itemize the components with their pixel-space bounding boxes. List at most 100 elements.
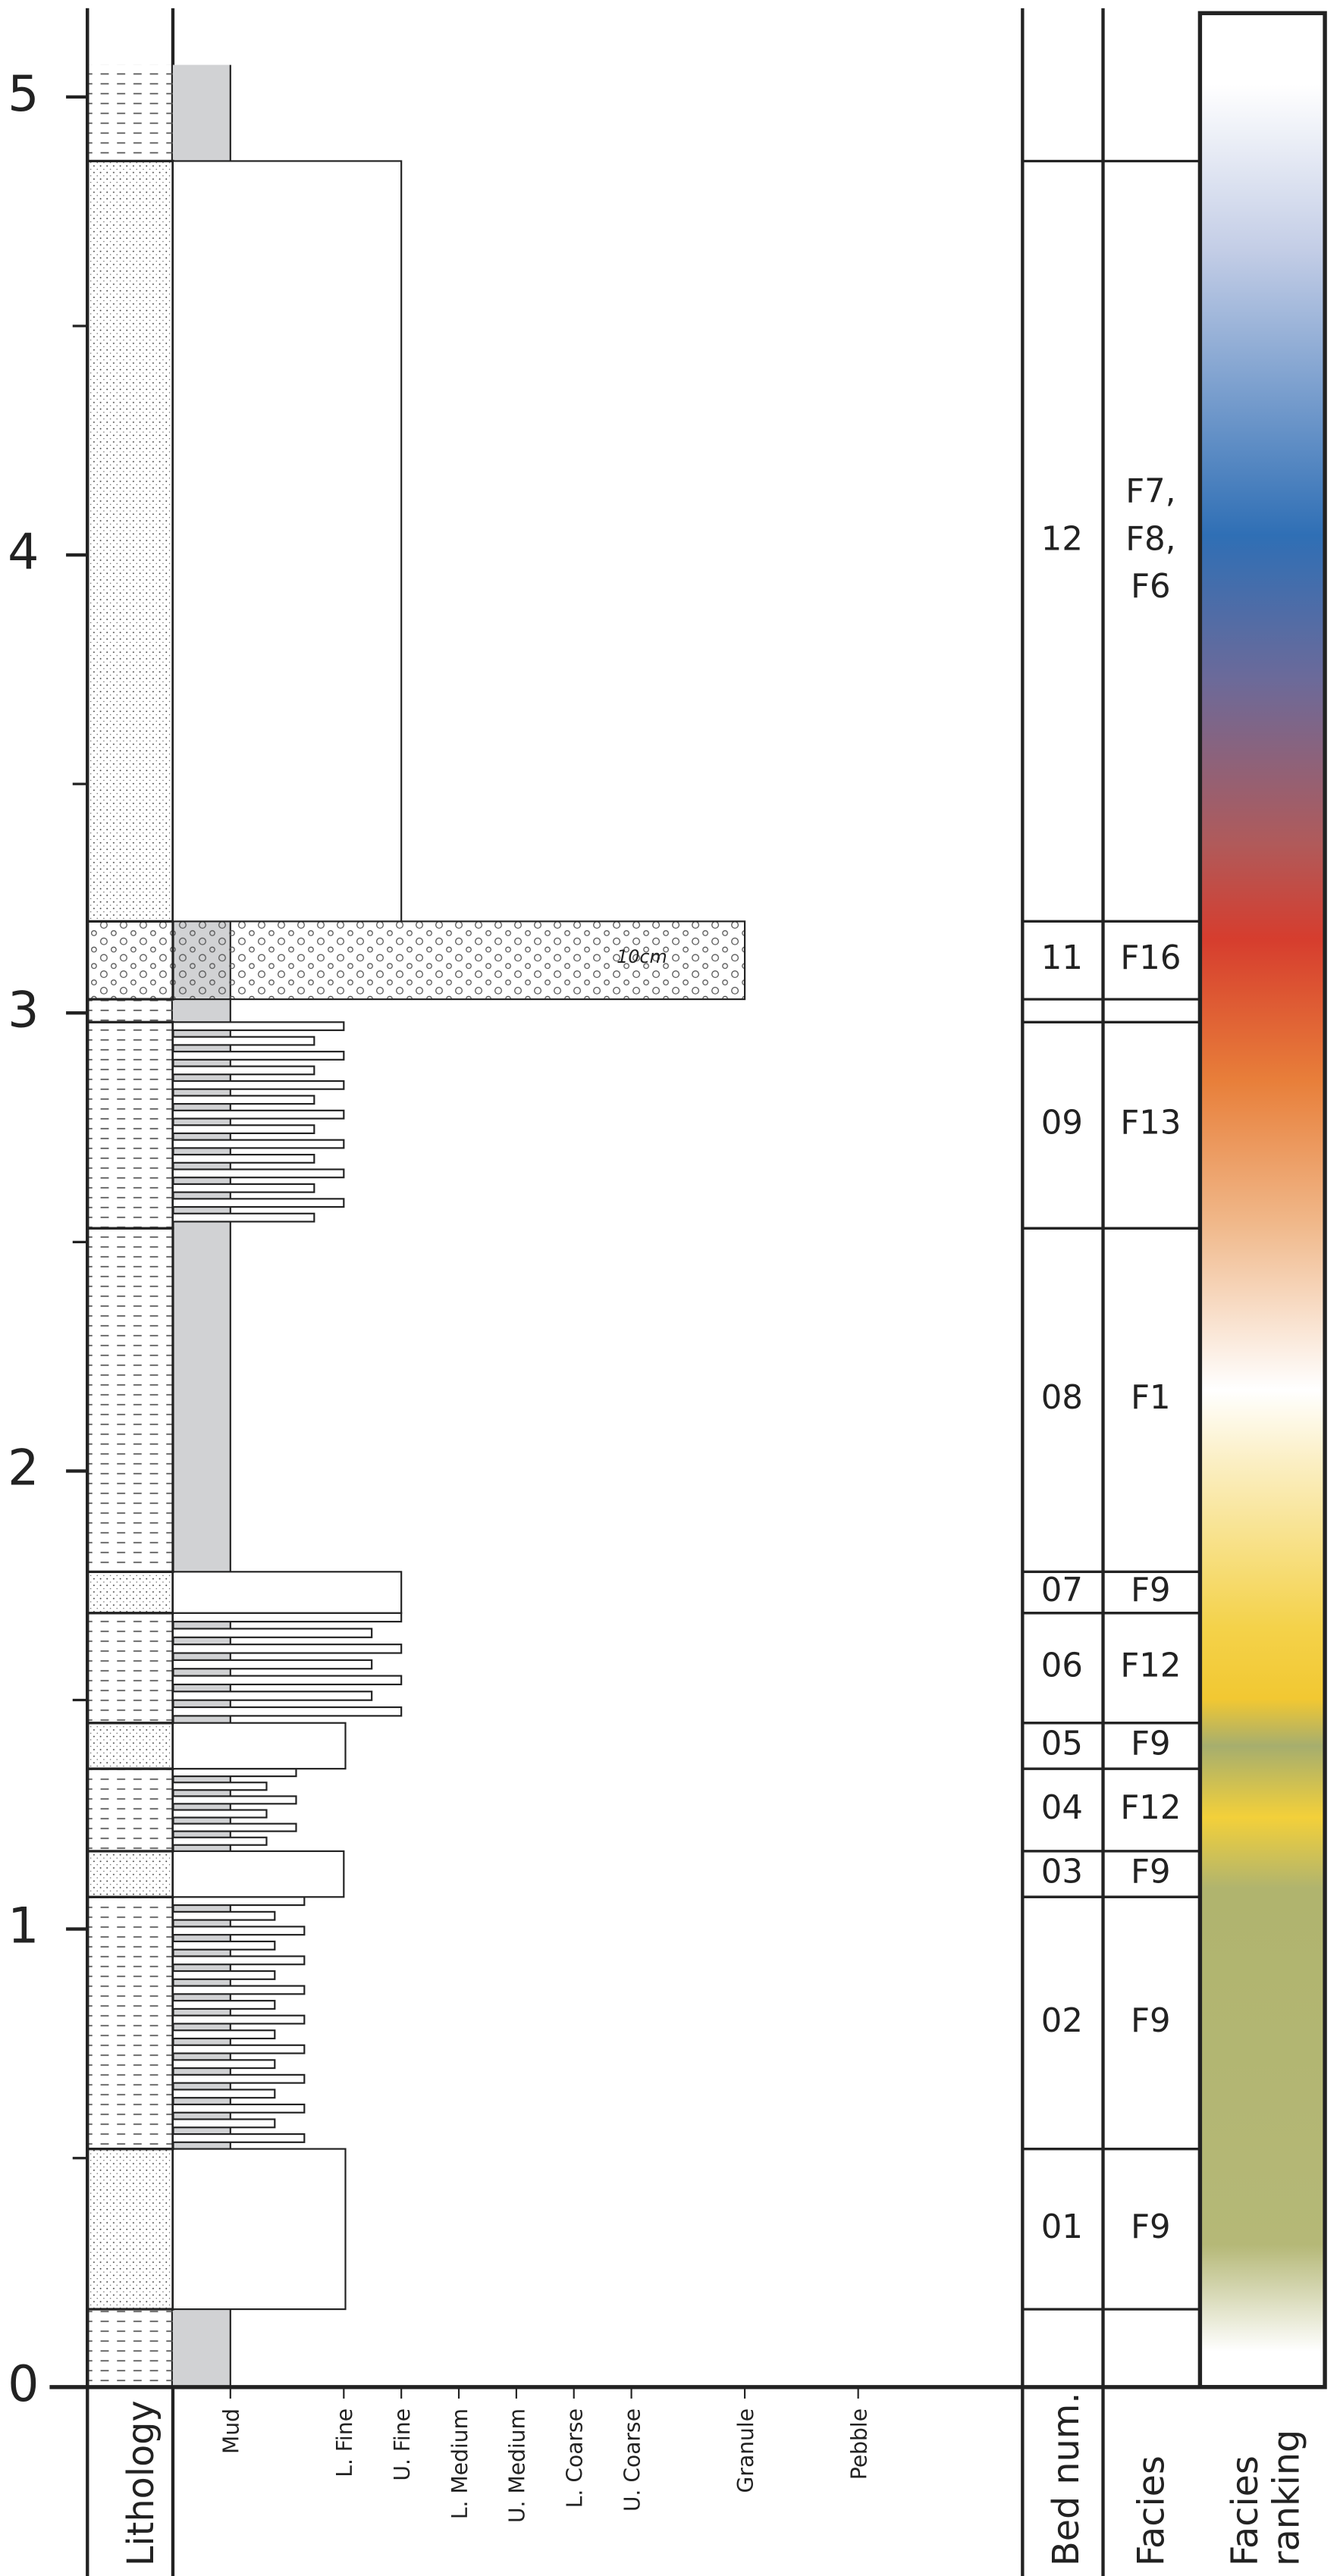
bed-sketch [171, 1910, 276, 1921]
grain-label: L. Fine [332, 2408, 357, 2477]
bed-sketch [171, 1970, 276, 1980]
bed-number: 12 [1041, 520, 1083, 558]
ranking-label: Facies [1225, 2455, 1266, 2566]
bed-sketch [171, 1850, 345, 1898]
bed-sketch [171, 1822, 297, 1832]
bed-facies: F7, [1125, 473, 1175, 511]
bed-facies: F9 [1131, 1572, 1171, 1609]
bed-sketch [171, 1021, 345, 1032]
bed-sketch [171, 2029, 276, 2040]
bed-facies: F13 [1120, 1105, 1181, 1142]
bed-facies: F9 [1131, 2002, 1171, 2040]
lithology-bed [86, 159, 174, 923]
bed-sketch [171, 1926, 306, 1936]
grain-label: L. Medium [447, 2408, 472, 2519]
bed-sketch [171, 1659, 373, 1670]
bed-sketch [171, 1212, 315, 1223]
bed-sketch [171, 2103, 306, 2114]
lithology-bed [86, 1895, 174, 2151]
bed-sketch [171, 1836, 268, 1846]
tick-label: 1 [8, 1898, 39, 1955]
bed-number: 05 [1041, 1725, 1083, 1763]
bed-sketch [171, 1109, 345, 1120]
bed-number: 06 [1041, 1647, 1083, 1685]
bed-sketch [171, 1628, 373, 1638]
bed-sketch [171, 1809, 268, 1819]
bed-sketch [171, 1896, 306, 1907]
bed-sketch [171, 1168, 345, 1179]
bed-sketch [171, 1768, 297, 1778]
lithology-bed [86, 1612, 174, 1725]
lithology-bed [86, 1570, 174, 1615]
bed-sketch [171, 1782, 268, 1791]
bed-sketch [171, 1051, 345, 1061]
bed-sketch [171, 1139, 345, 1149]
bed-sketch [171, 1571, 403, 1614]
lithology-bed [86, 1850, 174, 1898]
bed-sketch [171, 2073, 306, 2084]
bed-sketch [171, 2044, 306, 2054]
bed-facies: F1 [1131, 1379, 1171, 1417]
facies-label: Facies [1131, 2455, 1173, 2566]
tick-label: 5 [8, 66, 39, 123]
bed-number: 08 [1041, 1379, 1083, 1417]
bed-sketch [171, 2148, 347, 2311]
grain-label: U. Fine [390, 2408, 415, 2481]
bed-sketch [171, 1722, 347, 1770]
bed-sketch [171, 1675, 403, 1686]
lithology-bed [86, 1767, 174, 1853]
bed-sketch [171, 2118, 276, 2129]
bed-sketch [171, 1095, 315, 1105]
bed-facies: F9 [1131, 1725, 1171, 1763]
bed-sketch [171, 1706, 403, 1717]
bed-sketch [171, 1691, 373, 1701]
bed-facies: F8, [1125, 520, 1175, 558]
bed-sketch [171, 920, 746, 1001]
bed-facies: F16 [1120, 939, 1181, 977]
grain-label: Granule [733, 2408, 758, 2493]
bed-label: Bed num. [1046, 2393, 1087, 2566]
tick-label: 3 [8, 982, 39, 1039]
lithology-bed [86, 1020, 174, 1230]
bed-number: 02 [1041, 2002, 1083, 2040]
bed-facies: F9 [1131, 1854, 1171, 1891]
bed-sketch [171, 1644, 403, 1654]
lithology-bed [86, 920, 174, 1001]
bed-sketch [171, 1955, 306, 1966]
bed-number: 09 [1041, 1105, 1083, 1142]
bed-facies: F12 [1120, 1647, 1181, 1685]
scale-note: 10cm [617, 946, 667, 967]
tick-label: 2 [8, 1440, 39, 1496]
grain-label: U. Coarse [620, 2408, 645, 2512]
bed-sketch [171, 1940, 276, 1951]
lithology-bed [86, 2147, 174, 2311]
bed-sketch [171, 1080, 345, 1090]
lithology-bed [86, 1722, 174, 1770]
bed-sketch [171, 2000, 276, 2010]
bed-number: 11 [1041, 939, 1083, 977]
grain-label: U. Medium [505, 2408, 530, 2523]
grain-label: L. Coarse [563, 2408, 588, 2508]
bed-sketch [171, 2014, 306, 2025]
tick-label: 4 [8, 524, 39, 581]
bed-sketch [171, 1154, 315, 1164]
bed-sketch [171, 2089, 276, 2099]
bed-sketch [171, 1124, 315, 1135]
bed-facies: F12 [1120, 1789, 1181, 1827]
bed-sketch [171, 1612, 403, 1623]
bed-sketch [171, 160, 403, 923]
ranking-label: ranking [1266, 2430, 1307, 2566]
grain-label: Mud [219, 2408, 244, 2454]
bed-number: 04 [1041, 1789, 1083, 1827]
bed-sketch [171, 1065, 315, 1076]
bed-sketch [171, 2133, 306, 2143]
bed-sketch [171, 1183, 315, 1193]
bed-sketch [171, 1795, 297, 1805]
bed-sketch [171, 1198, 345, 1208]
bed-facies: F9 [1131, 2208, 1171, 2246]
bed-sketch [171, 1036, 315, 1046]
bed-number: 07 [1041, 1572, 1083, 1609]
bed-sketch [171, 1985, 306, 1995]
facies-ranking-bar [1197, 11, 1327, 2390]
